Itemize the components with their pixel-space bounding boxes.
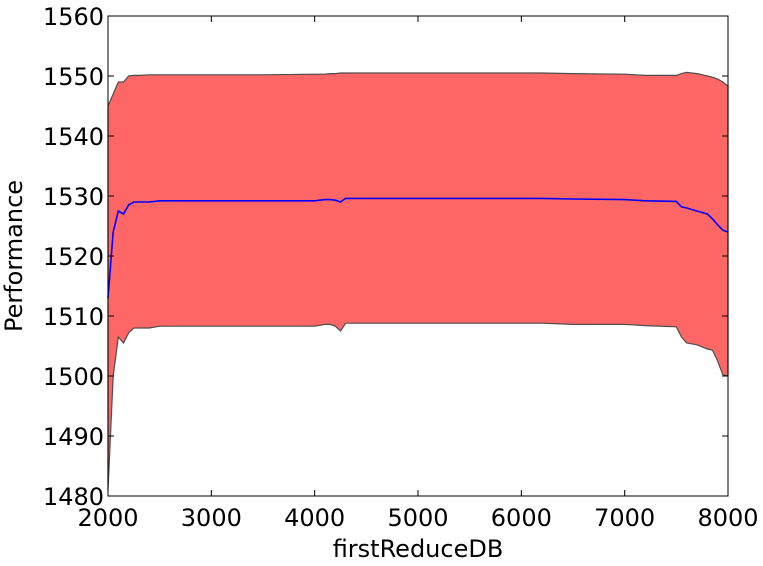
y-tick-label: 1510 <box>43 303 104 331</box>
x-tick-label: 5000 <box>387 504 448 532</box>
x-axis-label: firstReduceDB <box>333 535 504 563</box>
y-tick-label: 1480 <box>43 483 104 511</box>
x-tick-label: 8000 <box>697 504 758 532</box>
y-tick-label: 1500 <box>43 363 104 391</box>
x-tick-label: 4000 <box>284 504 345 532</box>
y-tick-label: 1520 <box>43 243 104 271</box>
y-tick-label: 1490 <box>43 423 104 451</box>
y-tick-label: 1550 <box>43 63 104 91</box>
x-tick-label: 6000 <box>491 504 552 532</box>
mean-line <box>107 197 729 299</box>
x-tick-label: 7000 <box>594 504 655 532</box>
y-tick-label: 1560 <box>43 3 104 31</box>
confidence-band <box>107 71 729 491</box>
y-tick-label: 1540 <box>43 123 104 151</box>
y-axis-label: Performance <box>0 180 28 332</box>
x-tick-label: 2000 <box>77 504 138 532</box>
x-tick-label: 3000 <box>181 504 242 532</box>
y-tick-label: 1530 <box>43 183 104 211</box>
